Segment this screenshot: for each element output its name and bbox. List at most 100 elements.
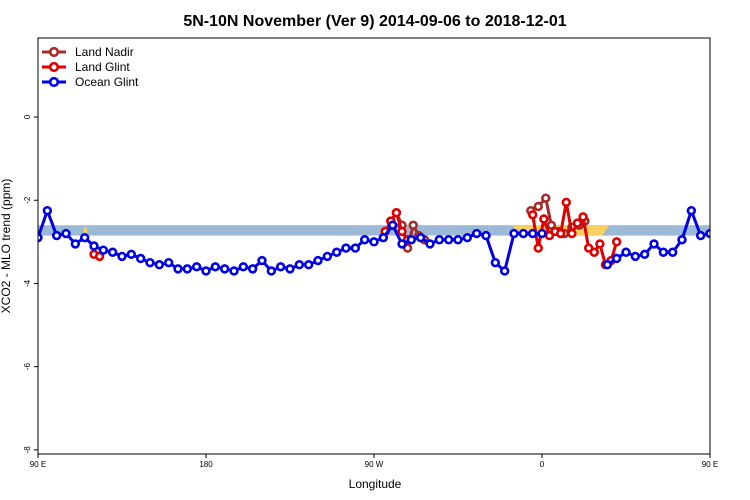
data-point-ocean-glint: [70, 239, 81, 249]
data-point-land-glint: [533, 243, 543, 253]
data-point-ocean-glint: [331, 247, 342, 257]
data-point-land-glint: [595, 239, 605, 249]
x-axis-label: Longitude: [349, 477, 402, 491]
x-tick-label: 90 E: [30, 460, 46, 469]
data-point-ocean-glint: [98, 245, 109, 255]
data-point-land-glint: [567, 228, 577, 239]
data-point-ocean-glint: [621, 247, 631, 257]
data-point-land-glint: [572, 218, 583, 228]
data-point-ocean-glint: [649, 239, 659, 249]
data-point-land-nadir: [408, 220, 418, 230]
data-point-ocean-glint: [359, 235, 370, 245]
y-tick-label: -6: [23, 363, 32, 371]
chart-title: 5N-10N November (Ver 9) 2014-09-06 to 20…: [183, 13, 566, 30]
legend-item-land-nadir: Land Nadir: [42, 45, 134, 59]
legend-label: Ocean Glint: [75, 75, 139, 89]
data-point-ocean-glint: [322, 251, 333, 262]
data-point-ocean-glint: [716, 241, 723, 248]
data-point-ocean-glint: [182, 264, 193, 274]
data-point-ocean-glint: [527, 228, 538, 239]
data-point-ocean-glint: [397, 239, 407, 249]
data-point-ocean-glint: [677, 235, 687, 245]
legend-item-land-glint: Land Glint: [42, 60, 130, 74]
data-point-land-nadir: [736, 241, 743, 248]
y-tick-label: 0: [23, 114, 32, 119]
data-point-ocean-glint: [350, 243, 361, 253]
reference-band-layer: [38, 225, 710, 236]
data-point-ocean-glint: [219, 264, 230, 274]
data-point-ocean-glint: [611, 253, 622, 264]
legend-label: Land Nadir: [75, 45, 134, 59]
data-point-ocean-glint: [490, 257, 501, 268]
data-point-land-nadir: [533, 201, 543, 212]
data-point-ocean-glint: [145, 257, 155, 268]
x-tick-label: 90 E: [702, 460, 718, 469]
data-point-ocean-glint: [695, 230, 706, 241]
data-point-ocean-glint: [126, 249, 137, 260]
legend-swatch-marker: [48, 76, 60, 88]
y-axis: 0 -2 -4 -6 -8: [23, 114, 38, 453]
data-point-land-nadir: [733, 280, 740, 287]
series-ocean-glint: [38, 205, 742, 276]
x-tick-label: 0: [540, 460, 545, 469]
series-line-land-glint-2: [531, 200, 619, 267]
data-point-ocean-glint: [117, 251, 127, 262]
data-point-ocean-glint: [499, 266, 510, 276]
legend-swatch-marker: [48, 61, 60, 73]
data-point-ocean-glint: [154, 260, 165, 270]
data-point-ocean-glint: [509, 228, 519, 239]
data-point-ocean-glint: [313, 255, 323, 266]
data-point-ocean-glint: [201, 266, 211, 276]
data-point-ocean-glint: [602, 260, 613, 270]
y-tick-label: -4: [23, 279, 32, 287]
data-point-ocean-glint: [725, 234, 732, 241]
data-point-land-glint: [391, 208, 402, 218]
data-point-ocean-glint: [415, 232, 426, 243]
data-point-ocean-glint: [61, 228, 71, 239]
data-point-ocean-glint: [107, 247, 118, 257]
data-point-ocean-glint: [266, 266, 277, 276]
legend-label: Land Glint: [75, 60, 130, 74]
data-point-ocean-glint: [238, 262, 249, 272]
data-point-ocean-glint: [173, 264, 183, 274]
data-point-ocean-glint: [42, 205, 53, 216]
y-tick-label: -8: [23, 446, 32, 454]
data-point-ocean-glint: [406, 235, 417, 245]
data-point-ocean-glint: [658, 247, 669, 257]
data-point-ocean-glint: [257, 255, 267, 266]
data-point-ocean-glint: [735, 243, 742, 250]
data-point-land-glint: [578, 212, 588, 222]
data-point-ocean-glint: [135, 253, 146, 264]
data-point-ocean-glint: [425, 239, 435, 249]
x-tick-label: 90 W: [365, 460, 384, 469]
data-point-land-glint: [527, 210, 538, 220]
data-point-ocean-glint: [639, 249, 650, 260]
data-point-ocean-glint: [89, 241, 99, 251]
data-point-land-glint: [589, 247, 599, 257]
data-point-ocean-glint: [387, 220, 398, 230]
x-axis: 90 E 180 90 W 0 90 E: [30, 454, 718, 469]
data-point-ocean-glint: [537, 228, 547, 239]
data-point-ocean-glint: [229, 266, 239, 276]
data-point-ocean-glint: [462, 232, 473, 243]
data-point-ocean-glint: [51, 230, 62, 241]
data-point-land-glint: [539, 214, 549, 224]
data-point-ocean-glint: [369, 237, 379, 247]
data-point-land-glint: [561, 197, 571, 208]
x-tick-label: 180: [199, 460, 213, 469]
data-point-land-glint: [555, 228, 566, 239]
data-point-ocean-glint: [481, 230, 491, 241]
data-point-ocean-glint: [471, 228, 482, 239]
data-point-land-nadir: [541, 193, 551, 203]
data-point-land-glint: [611, 237, 622, 247]
data-point-ocean-glint: [434, 235, 445, 245]
plot-area: [38, 193, 743, 287]
data-point-ocean-glint: [303, 260, 314, 270]
data-point-ocean-glint: [630, 251, 641, 262]
data-point-ocean-glint: [38, 232, 43, 243]
data-point-ocean-glint: [247, 264, 258, 274]
data-point-ocean-glint: [285, 264, 295, 274]
data-point-ocean-glint: [275, 262, 286, 272]
land-shade-marker-0: [83, 227, 88, 233]
